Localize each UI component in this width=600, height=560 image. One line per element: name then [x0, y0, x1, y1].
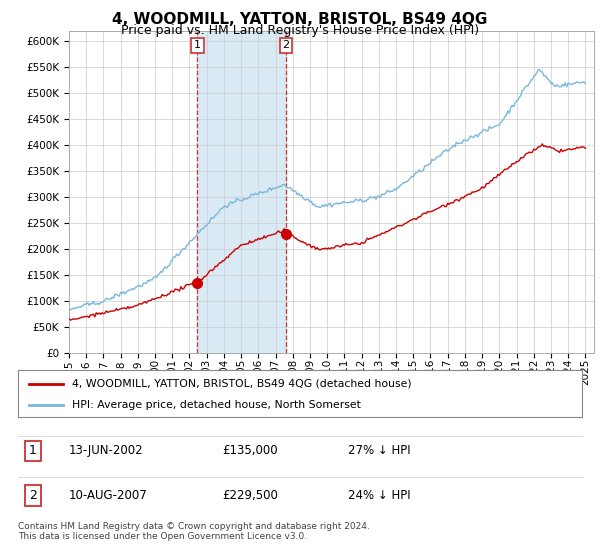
Text: 2: 2	[29, 489, 37, 502]
Text: £135,000: £135,000	[222, 444, 278, 458]
Text: Contains HM Land Registry data © Crown copyright and database right 2024.
This d: Contains HM Land Registry data © Crown c…	[18, 522, 370, 542]
Text: 1: 1	[29, 444, 37, 458]
Text: 27% ↓ HPI: 27% ↓ HPI	[348, 444, 410, 458]
Text: 13-JUN-2002: 13-JUN-2002	[69, 444, 143, 458]
Text: 4, WOODMILL, YATTON, BRISTOL, BS49 4QG: 4, WOODMILL, YATTON, BRISTOL, BS49 4QG	[112, 12, 488, 27]
Bar	[197, 31, 286, 353]
Text: 24% ↓ HPI: 24% ↓ HPI	[348, 489, 410, 502]
Text: Price paid vs. HM Land Registry's House Price Index (HPI): Price paid vs. HM Land Registry's House …	[121, 24, 479, 36]
Text: HPI: Average price, detached house, North Somerset: HPI: Average price, detached house, Nort…	[71, 400, 361, 410]
Text: 1: 1	[194, 40, 201, 50]
Text: 4, WOODMILL, YATTON, BRISTOL, BS49 4QG (detached house): 4, WOODMILL, YATTON, BRISTOL, BS49 4QG (…	[71, 379, 411, 389]
Text: 10-AUG-2007: 10-AUG-2007	[69, 489, 148, 502]
Text: £229,500: £229,500	[222, 489, 278, 502]
Text: 2: 2	[283, 40, 290, 50]
